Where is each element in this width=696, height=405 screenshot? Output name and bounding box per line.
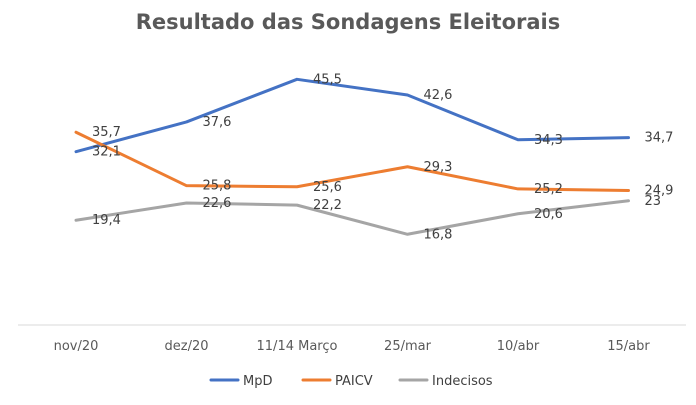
series-line-paicv: [74, 130, 630, 193]
data-label: 29,3: [424, 160, 453, 175]
x-tick-label: 15/abr: [607, 339, 650, 354]
data-label: 20,6: [534, 207, 563, 222]
data-label: 42,6: [424, 88, 453, 103]
data-label: 23: [645, 194, 662, 209]
data-label: 22,2: [313, 198, 342, 213]
chart-title: Resultado das Sondagens Eleitorais: [135, 10, 561, 34]
data-label: 19,4: [92, 213, 121, 228]
data-label: 45,5: [313, 72, 342, 87]
x-tick-label: nov/20: [54, 339, 99, 354]
legend-label-mpd: MpD: [243, 374, 272, 389]
data-label: 32,1: [92, 145, 121, 160]
series-line-mpd: [74, 77, 630, 154]
data-label: 25,2: [534, 182, 563, 197]
series-line-indecisos: [74, 199, 630, 236]
x-tick-label: 25/mar: [384, 339, 432, 354]
x-tick-label: 10/abr: [497, 339, 540, 354]
data-label: 37,6: [203, 115, 232, 130]
data-label: 24,9: [645, 184, 674, 199]
data-label: 34,3: [534, 133, 563, 148]
data-label: 25,8: [203, 179, 232, 194]
data-label: 35,7: [92, 125, 121, 140]
legend-label-indecisos: Indecisos: [432, 374, 493, 389]
data-label: 22,6: [203, 196, 232, 211]
data-label: 16,8: [424, 227, 453, 242]
data-label: 25,6: [313, 180, 342, 195]
data-label: 34,7: [645, 131, 674, 146]
x-tick-label: 11/14 Março: [257, 339, 338, 354]
x-tick-label: dez/20: [165, 339, 209, 354]
legend-label-paicv: PAICV: [335, 374, 373, 389]
